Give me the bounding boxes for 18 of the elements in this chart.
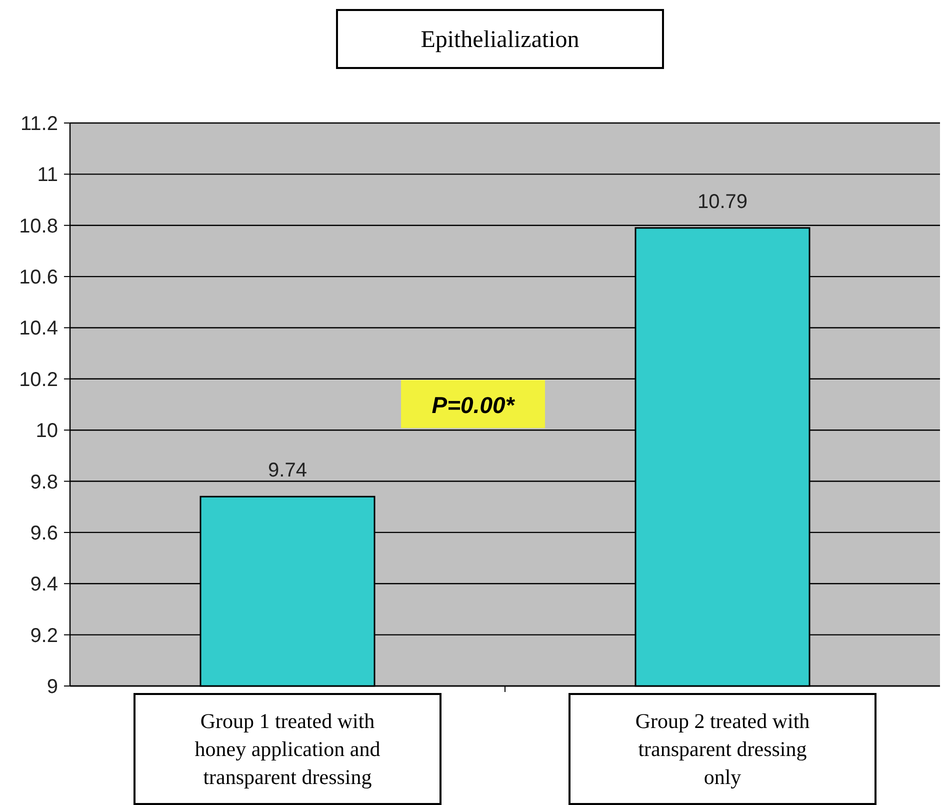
y-tick-label: 10 xyxy=(36,420,58,442)
x-tick-label: Group 2 treated with transparent dressing only xyxy=(635,709,810,789)
data-label: 10.79 xyxy=(697,190,748,213)
y-tick-label: 9.6 xyxy=(30,522,58,544)
y-tick-label: 9 xyxy=(46,676,58,698)
annotation: P=0.00* xyxy=(432,392,516,418)
y-tick-label: 10.6 xyxy=(19,266,58,289)
y-tick-label: 9.4 xyxy=(30,574,58,596)
y-tick-label: 9.8 xyxy=(30,471,58,494)
y-tick-label: 11 xyxy=(37,164,58,186)
data-label: 9.74 xyxy=(268,460,307,482)
chart-title: Epithelialization xyxy=(420,27,580,53)
y-tick-label: 10.2 xyxy=(19,368,58,391)
y-tick-label: 10.4 xyxy=(19,318,58,340)
y-tick-label: 9.2 xyxy=(30,624,58,647)
x-tick-label: Group 1 treated with honey application and transparent dressing xyxy=(194,709,381,789)
y-tick-label: 11.2 xyxy=(20,113,58,135)
y-tick-label: 10.8 xyxy=(19,215,58,238)
